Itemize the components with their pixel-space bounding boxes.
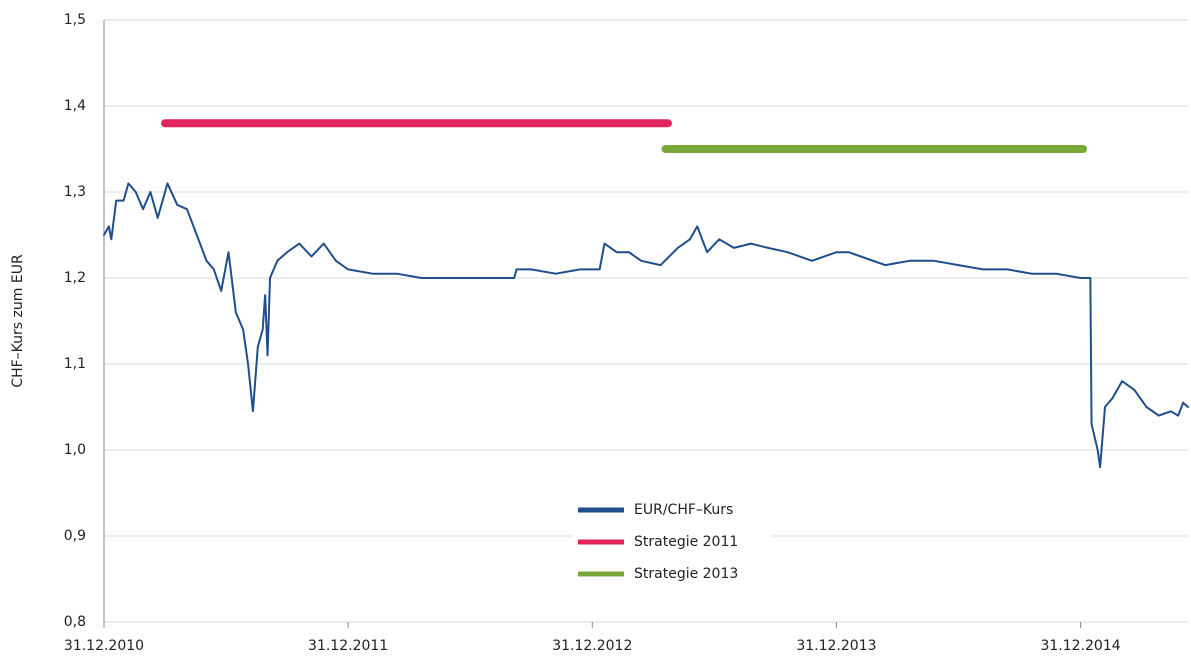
y-tick-label: 0,8: [64, 614, 86, 630]
legend-label: Strategie 2013: [634, 566, 738, 582]
y-tick-label: 1,3: [64, 184, 86, 200]
x-tick-label: 31.12.2013: [796, 638, 876, 654]
y-tick-label: 1,0: [64, 442, 86, 458]
y-tick-label: 1,2: [64, 270, 86, 286]
y-tick-label: 1,5: [64, 12, 86, 28]
y-tick-label: 0,9: [64, 528, 86, 544]
x-tick-label: 31.12.2010: [64, 638, 144, 654]
legend-label: EUR/CHF–Kurs: [634, 502, 733, 518]
x-tick-label: 31.12.2012: [552, 638, 632, 654]
y-tick-label: 1,4: [64, 98, 86, 114]
x-tick-label: 31.12.2011: [308, 638, 388, 654]
x-tick-label: 31.12.2014: [1040, 638, 1120, 654]
legend-label: Strategie 2011: [634, 534, 738, 550]
y-axis-label: CHF–Kurs zum EUR: [10, 254, 26, 388]
y-tick-label: 1,1: [64, 356, 86, 372]
series-line: [103, 182, 1189, 469]
